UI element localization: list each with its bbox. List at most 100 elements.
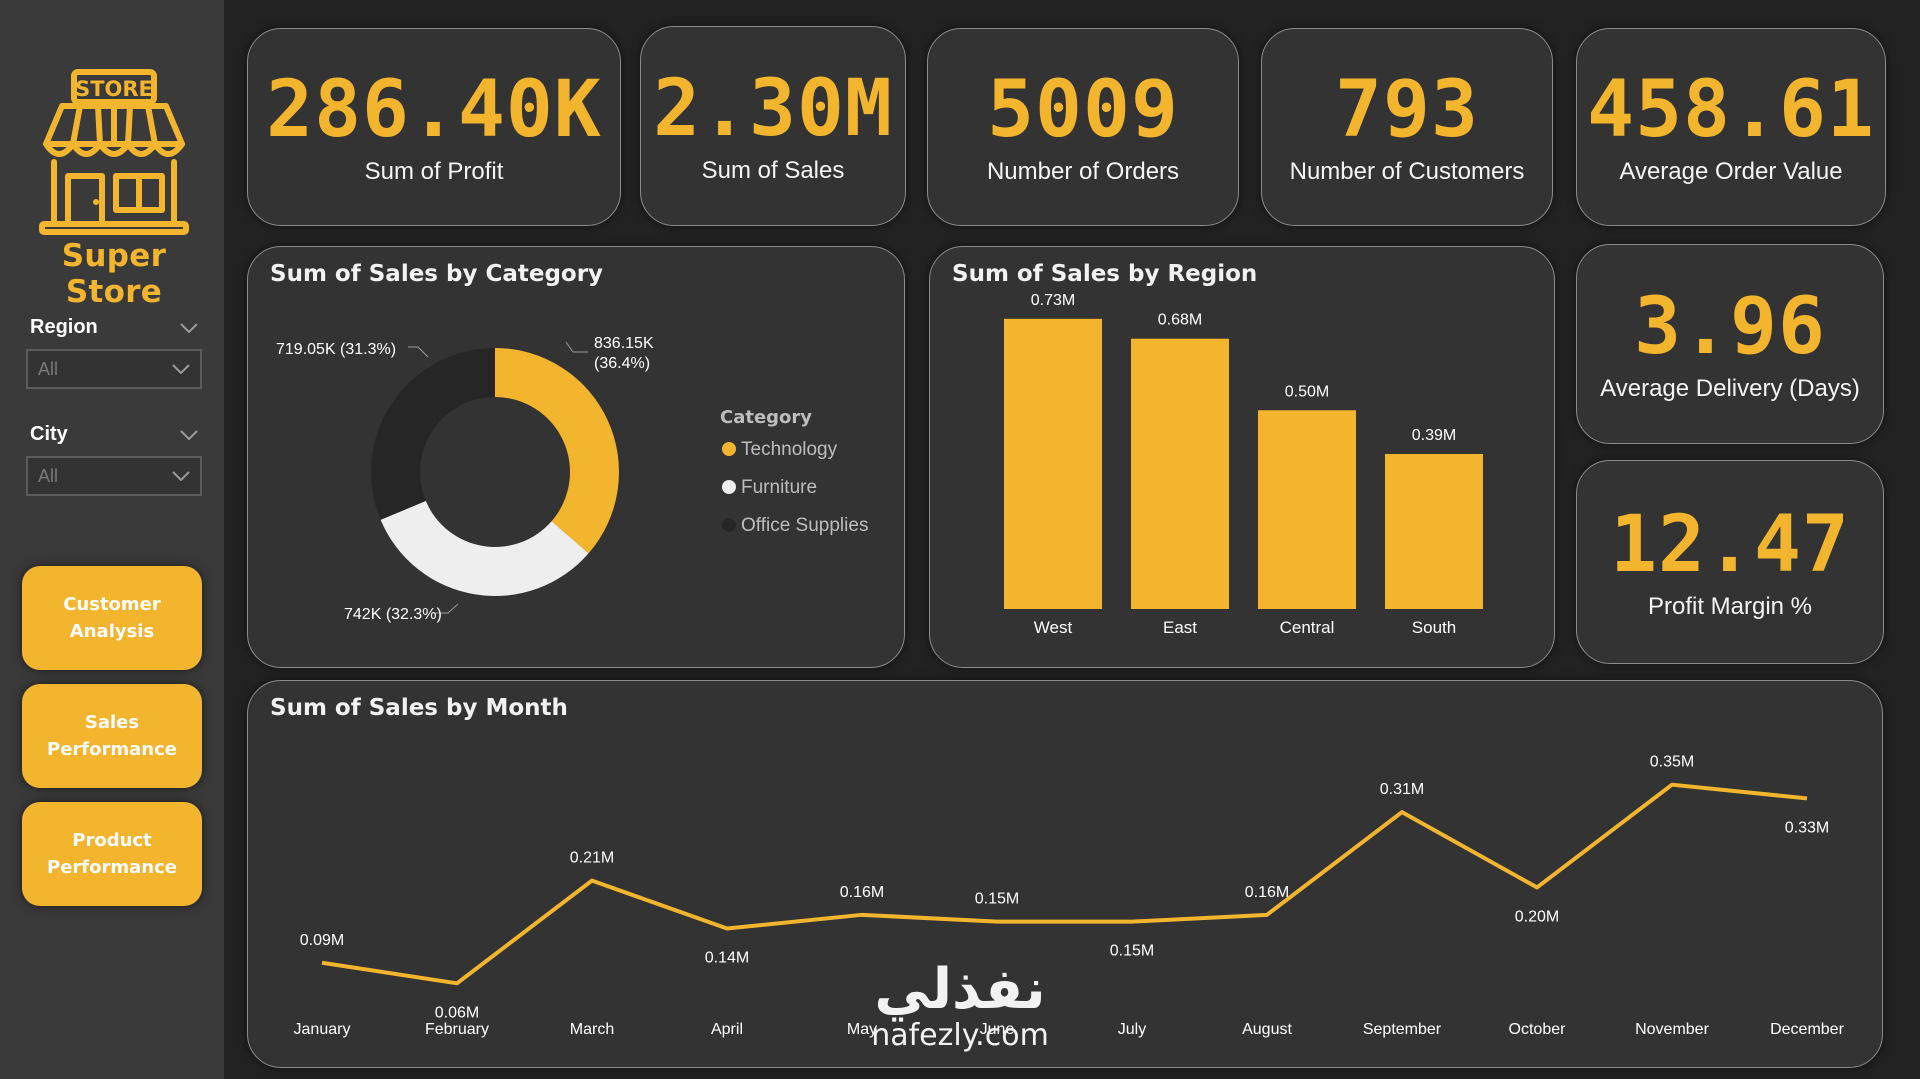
bar-south[interactable] — [1385, 453, 1483, 609]
customer-analysis-button[interactable]: Customer Analysis — [22, 566, 202, 670]
city-slicer-header[interactable]: City — [26, 423, 202, 446]
donut-slice-office-supplies[interactable] — [371, 348, 495, 520]
chevron-down-icon[interactable] — [180, 322, 198, 333]
line-data-label: 0.20M — [1515, 908, 1559, 925]
kpi-card-avg-order-value: 458.61 Average Order Value — [1576, 28, 1886, 226]
sales-performance-button[interactable]: Sales Performance — [22, 684, 202, 788]
x-tick-label: South — [1412, 618, 1456, 637]
line-data-label: 0.15M — [1110, 943, 1154, 960]
x-tick-label: Central — [1280, 618, 1335, 637]
brand-name: Super Store — [61, 238, 167, 310]
region-slicer-header[interactable]: Region — [26, 316, 202, 339]
store-icon: STORE — [39, 69, 189, 235]
sales-performance-label: Sales Performance — [47, 712, 177, 760]
data-label-office-supplies: 719.05K (31.3%) — [276, 341, 396, 358]
x-tick-label: December — [1770, 1021, 1844, 1038]
sales-by-month-card: Sum of Sales by Month 0.09M January 0.06M F… — [247, 680, 1883, 1068]
x-tick-label: November — [1635, 1021, 1709, 1038]
chart-title: Sum of Sales by Category — [270, 261, 604, 287]
kpi-value: 5009 — [987, 65, 1179, 155]
legend-item-office-supplies[interactable]: Office Supplies — [741, 515, 868, 536]
bar-data-label: 0.39M — [1412, 427, 1456, 444]
line-data-label: 0.16M — [840, 884, 884, 901]
legend-item-technology[interactable]: Technology — [741, 439, 838, 460]
kpi-label: Sum of Sales — [701, 157, 845, 184]
region-slicer: Region All — [26, 316, 202, 389]
sidebar: STORE Super Store Region All City All Cu… — [0, 0, 224, 1079]
x-tick-label: June — [980, 1021, 1015, 1038]
x-tick-label: East — [1163, 618, 1197, 637]
x-tick-label: February — [425, 1021, 489, 1038]
legend-marker-furniture — [722, 480, 736, 494]
chart-title: Sum of Sales by Month — [270, 695, 568, 721]
line-data-label: 0.31M — [1380, 781, 1424, 798]
legend-marker-technology — [722, 442, 736, 456]
line-data-label: 0.35M — [1650, 754, 1694, 771]
city-dropdown[interactable]: All — [26, 456, 202, 496]
data-label-furniture: 742K (32.3%) — [344, 606, 442, 623]
product-performance-label: Product Performance — [47, 830, 177, 878]
kpi-card-avg-delivery: 3.96 Average Delivery (Days) — [1576, 244, 1884, 444]
product-performance-button[interactable]: Product Performance — [22, 802, 202, 906]
sales-line-series[interactable] — [321, 782, 1808, 986]
kpi-card-sales: 2.30M Sum of Sales — [640, 26, 906, 226]
kpi-value: 793 — [1335, 65, 1479, 155]
bar-central[interactable] — [1258, 410, 1356, 609]
line-data-label: 0.09M — [300, 932, 344, 949]
line-data-label: 0.33M — [1785, 819, 1829, 836]
sales-by-region-bar-chart: 0.73M West 0.68M East 0.50M Central 0.39M South — [1004, 292, 1483, 637]
city-slicer: City All — [26, 423, 202, 496]
bar-west[interactable] — [1004, 318, 1102, 609]
legend-item-furniture[interactable]: Furniture — [741, 477, 817, 498]
chart-title: Sum of Sales by Region — [952, 261, 1258, 287]
kpi-label: Profit Margin % — [1647, 593, 1813, 620]
x-tick-label: October — [1509, 1021, 1567, 1038]
store-sign-text: STORE — [75, 77, 153, 101]
kpi-value: 12.47 — [1610, 500, 1850, 590]
bar-data-label: 0.50M — [1285, 383, 1329, 400]
line-data-label: 0.15M — [975, 891, 1019, 908]
bar-data-label: 0.68M — [1158, 312, 1202, 329]
leader-line — [565, 341, 588, 353]
kpi-card-profit-margin: 12.47 Profit Margin % — [1576, 460, 1884, 664]
data-label-technology-value: 836.15K — [594, 335, 654, 352]
donut-slice-furniture[interactable] — [380, 500, 589, 596]
leader-line — [408, 346, 429, 358]
legend-marker-office-supplies — [722, 518, 736, 532]
kpi-label: Sum of Profit — [364, 158, 504, 185]
kpi-label: Number of Orders — [986, 158, 1180, 185]
line-data-label: 0.06M — [435, 1004, 479, 1021]
city-selected-value: All — [38, 465, 59, 486]
x-tick-label: September — [1363, 1021, 1442, 1038]
kpi-value: 2.30M — [653, 64, 893, 154]
line-data-label: 0.16M — [1245, 884, 1289, 901]
kpi-value: 3.96 — [1634, 282, 1826, 372]
chevron-down-icon — [172, 471, 190, 481]
x-tick-label: West — [1034, 618, 1073, 637]
legend-title: Category — [720, 407, 812, 428]
x-tick-label: April — [711, 1021, 743, 1038]
chevron-down-icon[interactable] — [180, 429, 198, 440]
kpi-label: Number of Customers — [1289, 158, 1525, 185]
sales-by-category-donut: 836.15K (36.4%) 742K (32.3%) 719.05K (31… — [276, 335, 868, 623]
chevron-down-icon — [172, 364, 190, 374]
kpi-card-profit: 286.40K Sum of Profit — [247, 28, 621, 226]
sales-by-category-card: Sum of Sales by Category 836.15K (36.4%)… — [247, 246, 905, 668]
line-data-label: 0.14M — [705, 950, 749, 967]
bar-east[interactable] — [1131, 338, 1229, 609]
x-tick-label: January — [294, 1021, 351, 1038]
x-tick-label: March — [570, 1021, 614, 1038]
x-tick-label: July — [1118, 1021, 1146, 1038]
leader-line — [433, 603, 459, 614]
region-label: Region — [30, 316, 98, 338]
line-data-label: 0.21M — [570, 850, 614, 867]
kpi-label: Average Order Value — [1619, 158, 1843, 185]
kpi-card-orders: 5009 Number of Orders — [927, 28, 1239, 226]
region-selected-value: All — [38, 358, 59, 379]
x-tick-label: May — [847, 1021, 877, 1038]
region-dropdown[interactable]: All — [26, 349, 202, 389]
city-label: City — [30, 423, 68, 445]
kpi-label: Average Delivery (Days) — [1600, 375, 1860, 402]
donut-slice-technology[interactable] — [495, 348, 619, 554]
